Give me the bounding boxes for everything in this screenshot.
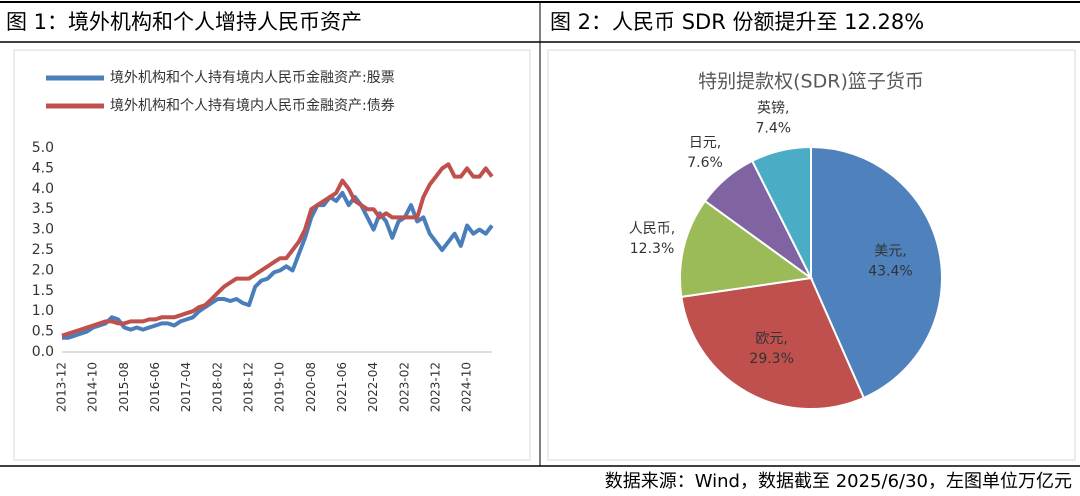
source-note: 数据来源：Wind，数据截至 2025/6/30，左图单位万亿元: [605, 471, 1072, 492]
slice-category: 欧元,: [755, 331, 787, 347]
slice-value: 43.4%: [868, 263, 912, 279]
x-tick-label: 2022-04: [366, 362, 380, 412]
slice-value: 7.6%: [687, 155, 723, 171]
y-tick-label: 3.0: [32, 222, 54, 238]
slice-category: 美元,: [874, 243, 906, 259]
series-line: [61, 162, 494, 338]
y-tick-label: 2.5: [32, 242, 54, 258]
x-tick-label: 2017-04: [179, 362, 193, 412]
pie-slice: [680, 276, 866, 410]
y-tick-label: 0.0: [32, 344, 54, 360]
slice-category: 英镑,: [757, 100, 789, 117]
x-tick-label: 2023-02: [397, 362, 411, 412]
slice-category: 日元,: [689, 135, 721, 151]
x-tick-label: 2021-06: [335, 362, 349, 412]
x-tick-label: 2020-08: [304, 362, 318, 412]
chart-title: 特别提款权(SDR)篮子货币: [698, 71, 924, 93]
x-tick-label: 2016-06: [148, 362, 162, 412]
x-tick-label: 2023-12: [428, 362, 442, 412]
series-line: [62, 190, 494, 340]
slice-category: 人民币,: [629, 221, 675, 237]
pie-slice: [810, 145, 943, 400]
y-tick-label: 2.0: [32, 262, 54, 278]
x-tick-label: 2018-02: [210, 362, 224, 412]
pie-slice: [750, 145, 812, 279]
figure-title: 图 1：境外机构和个人增持人民币资产: [6, 10, 362, 34]
slice-value: 29.3%: [749, 351, 793, 367]
x-tick-label: 2019-10: [273, 362, 287, 412]
slice-value: 7.4%: [755, 121, 791, 137]
x-tick-label: 2014-10: [86, 362, 100, 412]
pie-slice: [679, 199, 814, 298]
y-tick-label: 1.5: [32, 283, 54, 299]
y-tick-label: 3.5: [32, 201, 54, 217]
x-tick-label: 2024-10: [460, 362, 474, 412]
y-tick-label: 0.5: [32, 324, 54, 340]
legend-label: 境外机构和个人持有境内人民币金融资产:债券: [110, 98, 395, 114]
legend-label: 境外机构和个人持有境内人民币金融资产:股票: [110, 70, 395, 86]
x-tick-label: 2015-08: [117, 362, 131, 412]
chart-frame: [547, 49, 1076, 461]
y-tick-label: 5.0: [32, 140, 54, 156]
y-tick-label: 4.0: [32, 181, 54, 197]
y-tick-label: 4.5: [32, 160, 54, 176]
y-tick-label: 1.0: [32, 303, 54, 319]
figure-title: 图 2：人民币 SDR 份额提升至 12.28%: [550, 10, 924, 34]
chart-frame: [13, 49, 531, 461]
slice-value: 12.3%: [630, 241, 674, 257]
x-tick-label: 2013-12: [55, 362, 69, 412]
x-tick-label: 2018-12: [241, 362, 255, 412]
